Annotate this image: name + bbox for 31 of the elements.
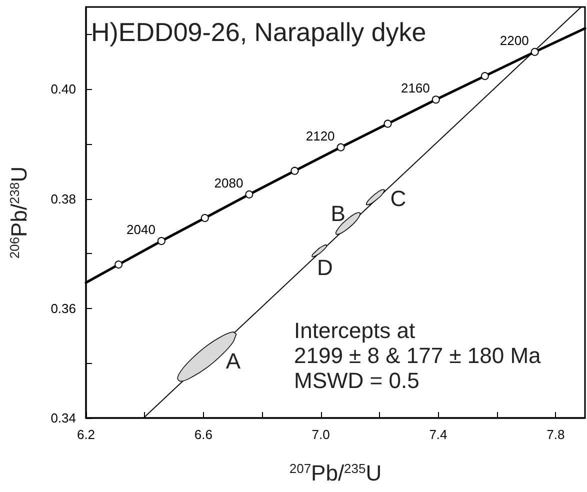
x-tick-label: 6.2 <box>76 427 96 442</box>
x-tick-label: 7.8 <box>546 427 565 442</box>
annotation: 2160 <box>400 80 430 96</box>
point <box>530 48 539 56</box>
x-tick-label: 7.0 <box>312 427 330 442</box>
x-tick-label: 6.6 <box>194 427 212 442</box>
point <box>384 120 392 128</box>
annotation: 2200 <box>500 32 529 48</box>
series-label: A <box>226 348 241 374</box>
annotation: Intercepts at 2199 ± 8 & 177 ± 180 Ma MSWD = 0.5 <box>294 318 542 393</box>
y-tick-label: 0.40 <box>50 82 76 97</box>
series-label: C <box>390 186 406 212</box>
x-tick-label: 7.4 <box>429 427 448 442</box>
chart-title: H)EDD09-26, Narapally dyke <box>91 17 426 47</box>
annotation: 2040 <box>126 222 156 237</box>
point <box>200 214 209 222</box>
y-axis-title: 206Pb/238U <box>6 166 32 259</box>
annotation: 2120 <box>306 128 335 144</box>
y-tick-label: 0.38 <box>50 191 76 206</box>
point <box>245 190 254 198</box>
y-tick-label: 0.36 <box>50 300 76 316</box>
annotation: 2080 <box>214 175 244 190</box>
point <box>290 166 299 175</box>
series-label: D <box>317 254 333 280</box>
point <box>336 143 345 152</box>
series-label: B <box>330 201 346 226</box>
point <box>114 260 123 269</box>
point <box>480 72 489 80</box>
y-tick-label: 0.34 <box>50 410 76 426</box>
point <box>157 237 166 245</box>
point <box>432 96 440 104</box>
